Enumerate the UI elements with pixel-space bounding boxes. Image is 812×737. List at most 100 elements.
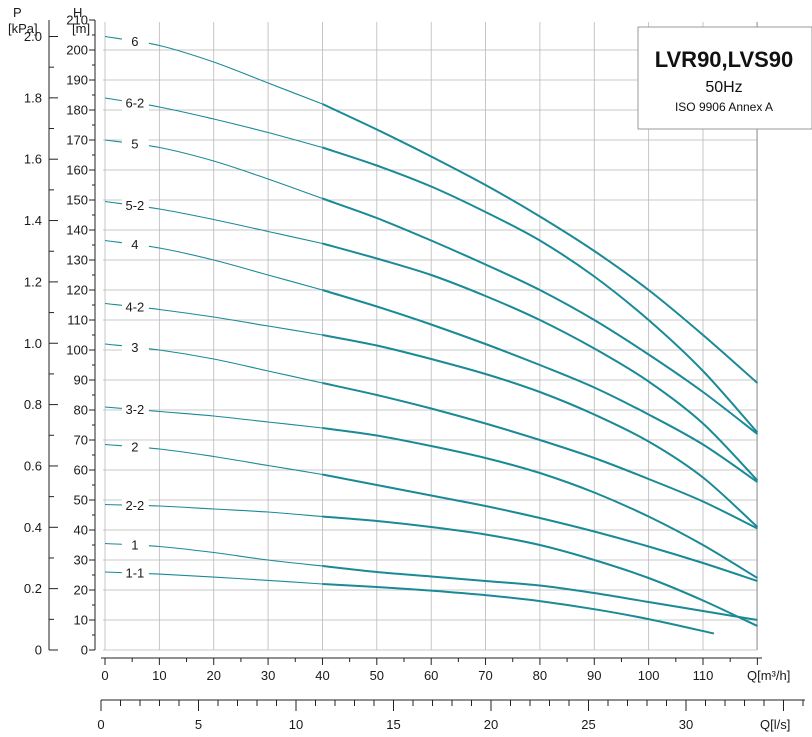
- curve-label: 6-2: [126, 95, 145, 110]
- y-tick-label: 170: [66, 133, 88, 148]
- y2-tick-label: 0.4: [24, 520, 42, 535]
- curve-label-bg: [121, 402, 149, 417]
- y-tick-label: 80: [74, 403, 88, 418]
- curve-label: 1: [131, 538, 138, 553]
- x-tick-label: 50: [370, 668, 384, 683]
- curve-label-bg: [121, 199, 149, 214]
- curve-label-bg: [121, 300, 149, 315]
- x-tick-label: 110: [693, 668, 714, 683]
- x-tick-label: 90: [587, 668, 601, 683]
- y-tick-label: 190: [66, 73, 88, 88]
- x-tick-label: 20: [206, 668, 220, 683]
- y-tick-label: 90: [74, 373, 88, 388]
- curve-label: 4: [131, 237, 138, 252]
- y2-axis-unit: [kPa]: [8, 21, 38, 36]
- curve-line: [322, 565, 758, 621]
- curve-labels: 6 6-2 5 5-2 4 4-2 3 3-2 2 2-2 1 1-1: [121, 34, 149, 581]
- curve-label: 2: [131, 439, 138, 454]
- curve-line: [322, 583, 715, 635]
- chart-note: ISO 9906 Annex A: [675, 100, 773, 114]
- curve-label-bg: [121, 340, 149, 355]
- curve-label: 5-2: [126, 198, 145, 213]
- y2-tick-label: 2.0: [24, 29, 42, 44]
- curve-label-bg: [121, 566, 149, 581]
- curve-label-bg: [121, 498, 149, 513]
- y-axis-title: H: [73, 5, 82, 20]
- curve-label: 1-1: [126, 566, 145, 581]
- curve-label: 3-2: [126, 402, 145, 417]
- curve-label: 6: [131, 34, 138, 49]
- curve-label-bg: [121, 96, 149, 111]
- curve-line: [322, 515, 758, 627]
- x-axis-title: Q[m³/h]: [747, 668, 790, 683]
- x-tick-label: 60: [424, 668, 438, 683]
- y2-tick-label: 1.2: [24, 274, 42, 289]
- curve-label: 2-2: [126, 498, 145, 513]
- y-tick-label: 60: [74, 463, 88, 478]
- y2-tick-label: 1.4: [24, 213, 42, 228]
- curve-label-bg: [121, 137, 149, 152]
- x-tick-label: 80: [533, 668, 547, 683]
- x-tick-label: 10: [152, 668, 166, 683]
- chart-title: LVR90,LVS90: [655, 47, 794, 72]
- x2-tick-label: 25: [581, 717, 595, 732]
- y-tick-label: 120: [66, 283, 88, 298]
- curve-line: [322, 473, 758, 582]
- x2-tick-label: 0: [97, 717, 104, 732]
- x2-tick-label: 10: [289, 717, 303, 732]
- x2-tick-label: 5: [195, 717, 202, 732]
- y-tick-label: 210: [66, 13, 88, 28]
- y2-tick-label: 0.8: [24, 397, 42, 412]
- x-tick-label: 100: [638, 668, 660, 683]
- curve-label-bg: [121, 34, 149, 49]
- y-tick-label: 200: [66, 43, 88, 58]
- y-tick-label: 160: [66, 163, 88, 178]
- curve-line: [322, 289, 758, 483]
- y-tick-label: 110: [67, 313, 88, 328]
- title-box-frame: [637, 26, 812, 130]
- grid: [103, 22, 758, 651]
- y-tick-label: 40: [74, 523, 88, 538]
- curve-label: 3: [131, 340, 138, 355]
- y2-axis-title: P: [13, 5, 22, 20]
- y-tick-label: 50: [74, 493, 88, 508]
- chart-subtitle: 50Hz: [705, 79, 742, 96]
- curve-label: 4-2: [126, 299, 145, 314]
- y-tick-label: 130: [66, 253, 88, 268]
- curve-line: [322, 197, 759, 435]
- curve-line: [322, 146, 759, 434]
- y-tick-label: 100: [66, 343, 88, 358]
- y2-tick-label: 0: [35, 643, 42, 658]
- y-tick-label: 20: [74, 583, 88, 598]
- curve-line: [322, 382, 758, 530]
- x-tick-label: 40: [315, 668, 329, 683]
- x2-axis-title: Q[l/s]: [760, 717, 790, 732]
- curve-label-bg: [121, 440, 149, 455]
- x2-tick-label: 15: [386, 717, 400, 732]
- y-tick-label: 150: [66, 193, 88, 208]
- x-tick-label: 0: [101, 668, 108, 683]
- y-tick-label: 30: [74, 553, 88, 568]
- y-tick-label: 0: [81, 643, 88, 658]
- title-box: LVR90,LVS90 50Hz ISO 9906 Annex A: [637, 26, 812, 130]
- y-tick-label: 140: [66, 223, 88, 238]
- y-tick-label: 10: [74, 613, 88, 628]
- curve-label: 5: [131, 137, 138, 152]
- y2-tick-label: 1.0: [24, 336, 42, 351]
- x-tick-label: 70: [478, 668, 492, 683]
- curve-line: [322, 427, 758, 579]
- curve-label-bg: [121, 238, 149, 253]
- curve-line: [322, 334, 759, 528]
- x2-tick-label: 20: [484, 717, 498, 732]
- y2-tick-label: 0.6: [24, 458, 42, 473]
- y-tick-label: 70: [74, 433, 88, 448]
- curve-label-bg: [121, 538, 149, 553]
- axes: 0102030405060708090100110120130140150160…: [24, 13, 805, 732]
- y2-tick-label: 1.8: [24, 90, 42, 105]
- y2-tick-label: 0.2: [24, 581, 42, 596]
- y-axis-unit: [m]: [72, 21, 90, 36]
- y2-tick-label: 1.6: [24, 152, 42, 167]
- x-tick-label: 30: [261, 668, 275, 683]
- curve-line: [322, 242, 759, 482]
